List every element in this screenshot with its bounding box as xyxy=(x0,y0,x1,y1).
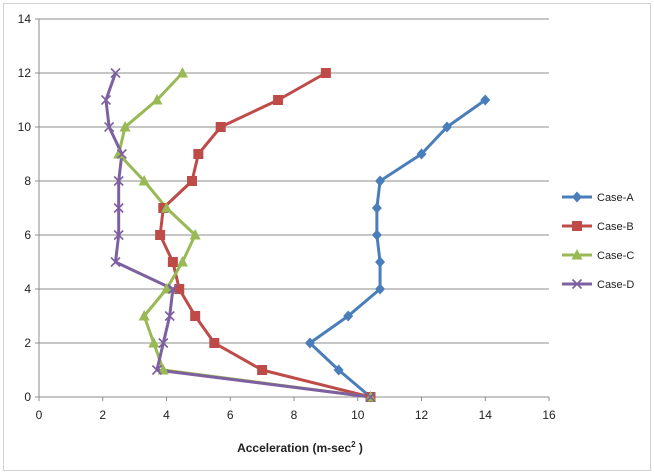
legend-label-case-b: Case-B xyxy=(597,221,634,233)
data-point-case-c xyxy=(138,175,150,186)
x-tick-label: 12 xyxy=(415,408,429,422)
data-point-case-b xyxy=(320,68,331,78)
data-point-case-a xyxy=(371,229,382,241)
data-point-case-d xyxy=(110,67,121,79)
data-point-case-a xyxy=(442,121,452,133)
legend-marker xyxy=(572,221,582,231)
data-point-case-a xyxy=(333,364,344,376)
chart-frame: 0 2 4 6 8 10 12 14 16 0 2 4 6 8 10 12 14 Case-A Case-B Ca… xyxy=(3,3,651,471)
data-point-case-d xyxy=(167,283,178,295)
data-point-case-b xyxy=(158,203,169,213)
data-point-case-b xyxy=(215,122,226,132)
data-point-case-c xyxy=(189,229,201,240)
data-point-case-b xyxy=(190,311,201,321)
y-tick-label: 12 xyxy=(18,66,32,80)
data-point-case-d xyxy=(110,256,121,268)
y-tick-label: 4 xyxy=(24,282,31,296)
data-point-case-d xyxy=(113,175,124,187)
data-point-case-c xyxy=(151,94,163,105)
data-point-case-c xyxy=(113,148,125,159)
x-axis-title: Acceleration (m-sec2 ) xyxy=(237,440,363,455)
legend: Case-A Case-B Case-C Case-D xyxy=(562,191,634,291)
x-axis-title-suffix: ) xyxy=(356,441,363,455)
data-point-case-c xyxy=(138,310,150,321)
data-point-case-b xyxy=(257,365,268,375)
y-tick-label: 10 xyxy=(18,120,32,134)
legend-label-case-d: Case-D xyxy=(597,279,634,291)
data-point-case-a xyxy=(416,148,427,160)
data-point-case-a xyxy=(480,94,491,106)
x-tick-label: 16 xyxy=(542,408,556,422)
data-point-case-c xyxy=(176,256,188,267)
legend-label-case-a: Case-A xyxy=(597,192,634,204)
data-point-case-d xyxy=(104,121,115,133)
data-point-case-a xyxy=(375,283,386,295)
data-point-case-b xyxy=(187,176,197,186)
data-point-case-c xyxy=(161,283,172,294)
y-tick-labels: 0 2 4 6 8 10 12 14 xyxy=(18,12,32,404)
data-point-case-c xyxy=(119,121,131,132)
data-point-case-b xyxy=(273,95,284,105)
y-tick-label: 0 xyxy=(24,390,31,404)
data-point-case-c xyxy=(176,67,188,78)
y-tick-label: 2 xyxy=(24,336,31,350)
data-point-case-d xyxy=(113,229,124,241)
data-point-case-d xyxy=(116,148,127,160)
x-tick-label: 8 xyxy=(291,408,298,422)
legend-marker xyxy=(571,249,583,260)
x-tick-label: 4 xyxy=(163,408,170,422)
x-axis-title-superscript: 2 xyxy=(351,440,356,449)
legend-marker xyxy=(571,278,583,290)
data-point-case-b xyxy=(155,230,166,240)
data-point-case-d xyxy=(158,337,169,349)
y-tick-label: 14 xyxy=(18,12,32,26)
x-tick-label: 2 xyxy=(99,408,106,422)
data-point-case-c xyxy=(161,202,172,213)
data-point-case-c xyxy=(148,337,160,348)
x-tick-label: 6 xyxy=(227,408,234,422)
x-tick-label: 0 xyxy=(36,408,43,422)
legend-label-case-c: Case-C xyxy=(597,250,634,262)
data-point-case-b xyxy=(167,257,178,267)
data-point-case-a xyxy=(375,175,386,187)
data-point-case-d xyxy=(113,202,124,214)
x-tick-labels: 0 2 4 6 8 10 12 14 16 xyxy=(36,408,556,422)
x-tick-label: 10 xyxy=(351,408,365,422)
x-axis-title-main: Acceleration (m-sec xyxy=(237,441,351,455)
data-point-case-d xyxy=(365,391,376,403)
data-point-case-c xyxy=(157,364,169,375)
x-tick-label: 14 xyxy=(479,408,493,422)
data-point-case-b xyxy=(174,284,185,294)
gridlines xyxy=(39,18,549,344)
data-point-case-b xyxy=(209,338,220,348)
series-line-case-a xyxy=(308,98,487,399)
data-point-case-a xyxy=(343,310,354,322)
data-point-case-d xyxy=(164,310,175,322)
legend-marker xyxy=(572,191,582,203)
axes xyxy=(35,18,550,401)
data-point-case-a xyxy=(304,337,315,349)
data-point-case-b xyxy=(193,149,204,159)
data-point-case-d xyxy=(151,364,163,376)
y-tick-label: 8 xyxy=(24,174,31,188)
data-point-case-a xyxy=(371,202,382,214)
data-point-case-d xyxy=(100,94,112,106)
series-markers xyxy=(100,67,491,403)
data-point-case-a xyxy=(375,256,386,268)
y-tick-label: 6 xyxy=(24,228,31,242)
